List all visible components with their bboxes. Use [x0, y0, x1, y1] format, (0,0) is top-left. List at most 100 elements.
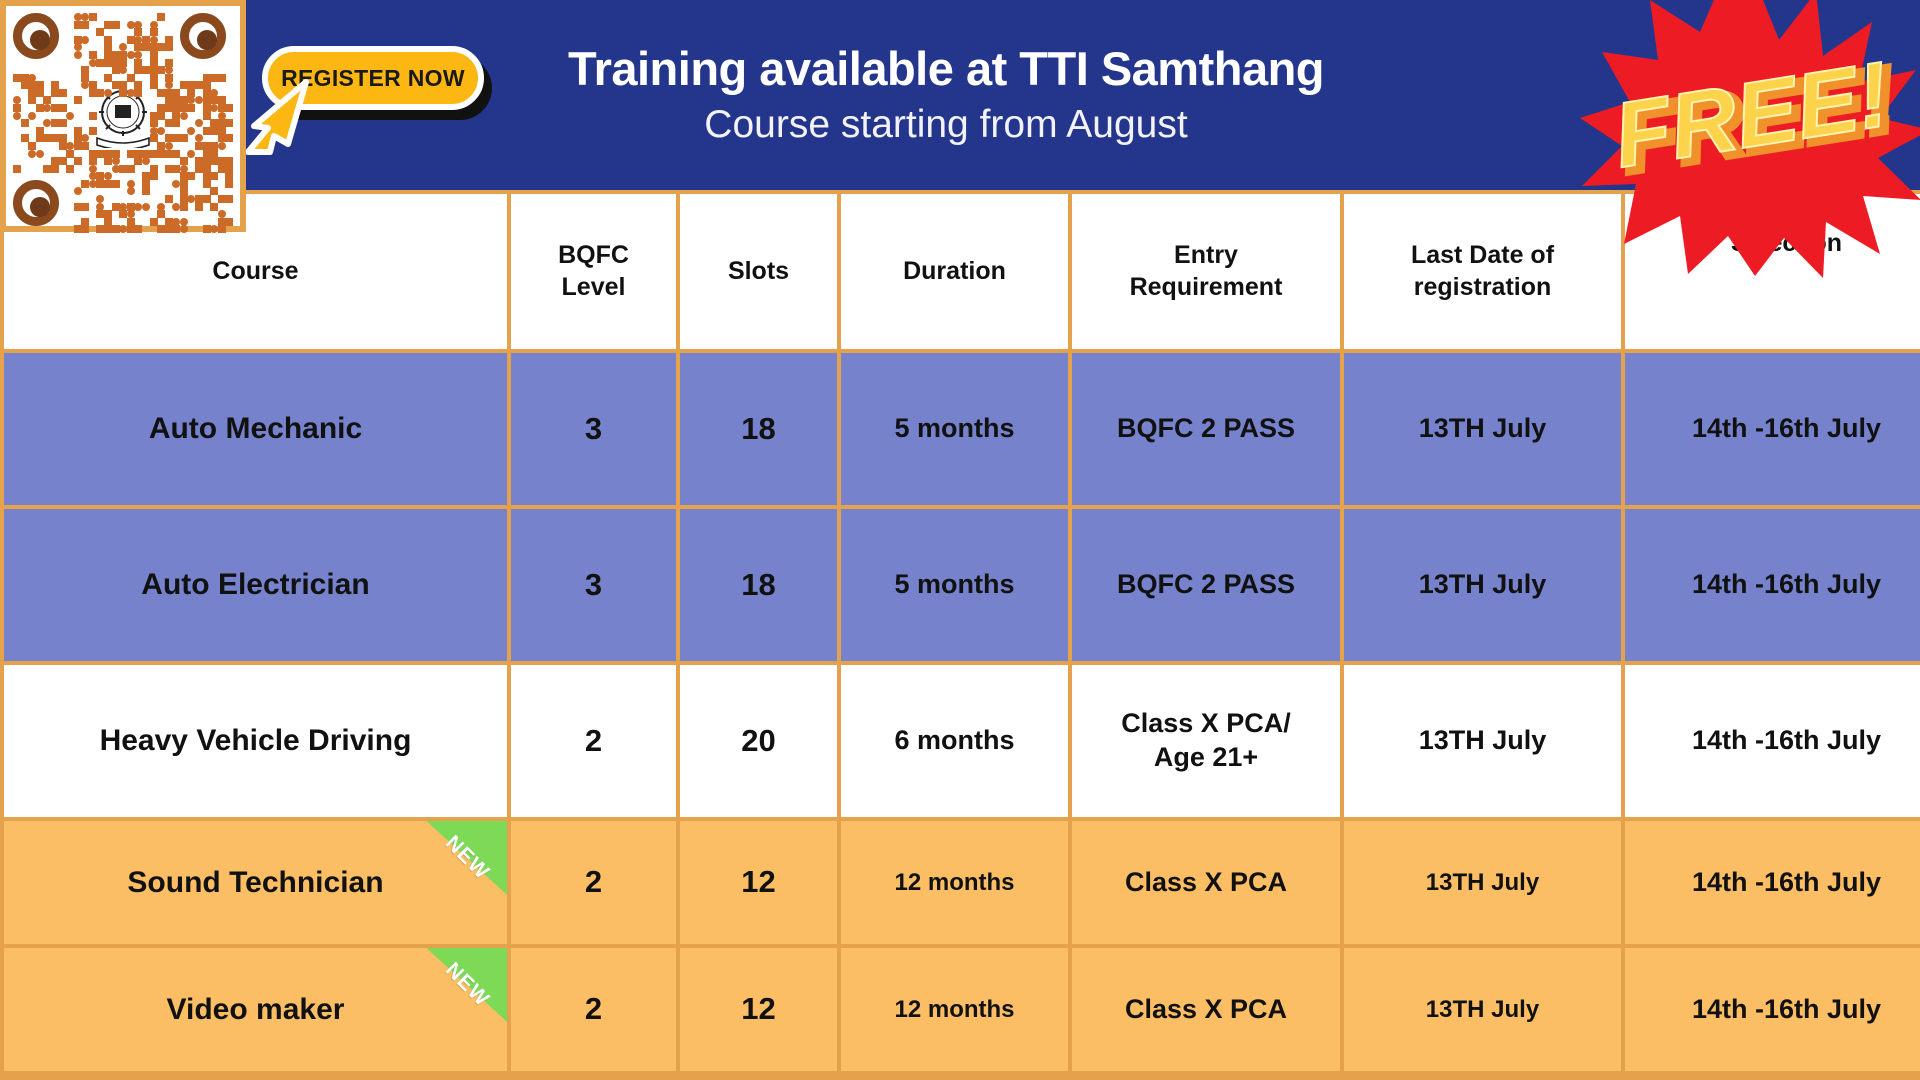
column-header-label: Duration — [903, 256, 1006, 285]
cell-text: Video maker — [166, 992, 345, 1026]
column-header-last-date: Last Date of registration — [1344, 194, 1621, 349]
cell-duration: 5 months — [841, 509, 1068, 661]
column-header-duration: Duration — [841, 194, 1068, 349]
cell-text: Sound Technician — [127, 865, 384, 899]
column-header-label: Slots — [727, 256, 790, 285]
qr-code-icon — [13, 13, 234, 234]
register-now-block[interactable]: REGISTER NOW — [245, 42, 508, 155]
cell-entry-requirement: Class X PCA — [1072, 948, 1340, 1071]
cell-course: Auto Mechanic — [4, 353, 507, 505]
cell-course: Auto Electrician — [4, 509, 507, 661]
qr-finder-pattern — [13, 179, 59, 226]
cell-text: 13TH July — [1425, 995, 1540, 1023]
cell-text: Class X PCA — [1124, 993, 1288, 1024]
cell-slots: 18 — [680, 509, 837, 661]
page-title: Training available at TTI Samthang — [567, 41, 1325, 95]
cell-slots: 20 — [680, 665, 837, 817]
cell-last-date: 13TH July — [1344, 948, 1621, 1071]
column-header-entry-requirement: Entry Requirement — [1072, 194, 1340, 349]
cell-entry-requirement: BQFC 2 PASS — [1072, 509, 1340, 661]
cell-text: 18 — [741, 410, 776, 446]
cell-text: 12 — [741, 991, 776, 1027]
cell-bqfc-level: 2 — [511, 948, 676, 1071]
cell-bqfc-level: 2 — [511, 821, 676, 944]
cell-text: 13TH July — [1425, 868, 1540, 896]
cell-course: Heavy Vehicle Driving — [4, 665, 507, 817]
cell-text: Class X PCA/Age 21+ — [1121, 708, 1291, 772]
cell-text: 2 — [584, 722, 603, 758]
cell-duration: 6 months — [841, 665, 1068, 817]
cell-text: 14th -16th July — [1691, 866, 1882, 897]
qr-finder-pattern — [13, 13, 59, 59]
cell-text: 18 — [741, 566, 776, 602]
cell-entry-requirement: BQFC 2 PASS — [1072, 353, 1340, 505]
cell-selection: 14th -16th July — [1625, 353, 1920, 505]
cell-text: Auto Electrician — [141, 568, 370, 602]
qr-finder-pattern — [179, 13, 226, 59]
new-badge: NEW — [389, 821, 507, 939]
column-header-label: BQFC Level — [558, 241, 629, 301]
page-subtitle: Course starting from August — [704, 103, 1188, 147]
cell-text: 13TH July — [1418, 569, 1547, 600]
cell-duration: 12 months — [841, 821, 1068, 944]
cell-text: 14th -16th July — [1691, 569, 1882, 600]
cell-duration: 5 months — [841, 353, 1068, 505]
cell-text: 3 — [584, 410, 603, 446]
header-text-block: Training available at TTI Samthang Cours… — [246, 0, 1646, 190]
cell-course: Video maker NEW — [4, 948, 507, 1071]
column-header-label: Entry Requirement — [1129, 241, 1283, 301]
cell-text: 14th -16th July — [1691, 993, 1882, 1024]
cell-entry-requirement: Class X PCA — [1072, 821, 1340, 944]
cell-entry-requirement: Class X PCA/Age 21+ — [1072, 665, 1340, 817]
cell-text: 12 months — [894, 868, 1015, 896]
cell-slots: 18 — [680, 353, 837, 505]
cell-selection: 14th -16th July — [1625, 509, 1920, 661]
cell-text: 12 months — [894, 995, 1015, 1023]
new-badge-label: NEW — [440, 831, 494, 885]
cell-text: BQFC 2 PASS — [1116, 569, 1296, 600]
new-badge-label: NEW — [440, 958, 494, 1012]
cell-bqfc-level: 3 — [511, 353, 676, 505]
column-header-selection: Selection — [1625, 194, 1920, 349]
cell-last-date: 13TH July — [1344, 509, 1621, 661]
cell-text: 6 months — [894, 725, 1015, 756]
new-badge-shape — [409, 948, 507, 1031]
column-header-bqfc-level: BQFC Level — [511, 194, 676, 349]
down-left-arrow-icon — [245, 79, 309, 155]
cell-text: 2 — [584, 864, 603, 900]
cell-text: BQFC 2 PASS — [1116, 413, 1296, 444]
cell-text: Class X PCA — [1124, 866, 1288, 897]
column-header-label: Last Date of registration — [1410, 241, 1555, 301]
cell-duration: 12 months — [841, 948, 1068, 1071]
column-header-label: Course — [212, 256, 299, 285]
cell-slots: 12 — [680, 821, 837, 944]
column-header-slots: Slots — [680, 194, 837, 349]
cell-text: Auto Mechanic — [148, 412, 363, 446]
new-badge-shape — [409, 821, 507, 904]
cell-text: 5 months — [894, 413, 1015, 444]
cell-text: 5 months — [894, 569, 1015, 600]
cell-bqfc-level: 2 — [511, 665, 676, 817]
cell-bqfc-level: 3 — [511, 509, 676, 661]
register-now-label: REGISTER NOW — [281, 64, 465, 91]
cell-last-date: 13TH July — [1344, 821, 1621, 944]
cell-text: 12 — [741, 864, 776, 900]
cell-selection: 14th -16th July — [1625, 665, 1920, 817]
qr-code-block[interactable] — [0, 0, 246, 234]
cell-course: Sound Technician NEW — [4, 821, 507, 944]
cell-text: Heavy Vehicle Driving — [99, 724, 412, 758]
cell-selection: 14th -16th July — [1625, 948, 1920, 1071]
cell-text: 14th -16th July — [1691, 413, 1882, 444]
cell-text: 14th -16th July — [1691, 725, 1882, 756]
cell-text: 2 — [584, 991, 603, 1027]
cell-text: 3 — [584, 566, 603, 602]
column-header-label: Selection — [1730, 229, 1843, 257]
cell-slots: 12 — [680, 948, 837, 1071]
cell-text: 13TH July — [1418, 725, 1547, 756]
cell-last-date: 13TH July — [1344, 353, 1621, 505]
cell-text: 20 — [741, 722, 776, 758]
new-badge: NEW — [389, 948, 507, 1066]
cell-last-date: 13TH July — [1344, 665, 1621, 817]
courses-table: Course BQFC Level Slots Duration Entry Require… — [0, 190, 1920, 1080]
